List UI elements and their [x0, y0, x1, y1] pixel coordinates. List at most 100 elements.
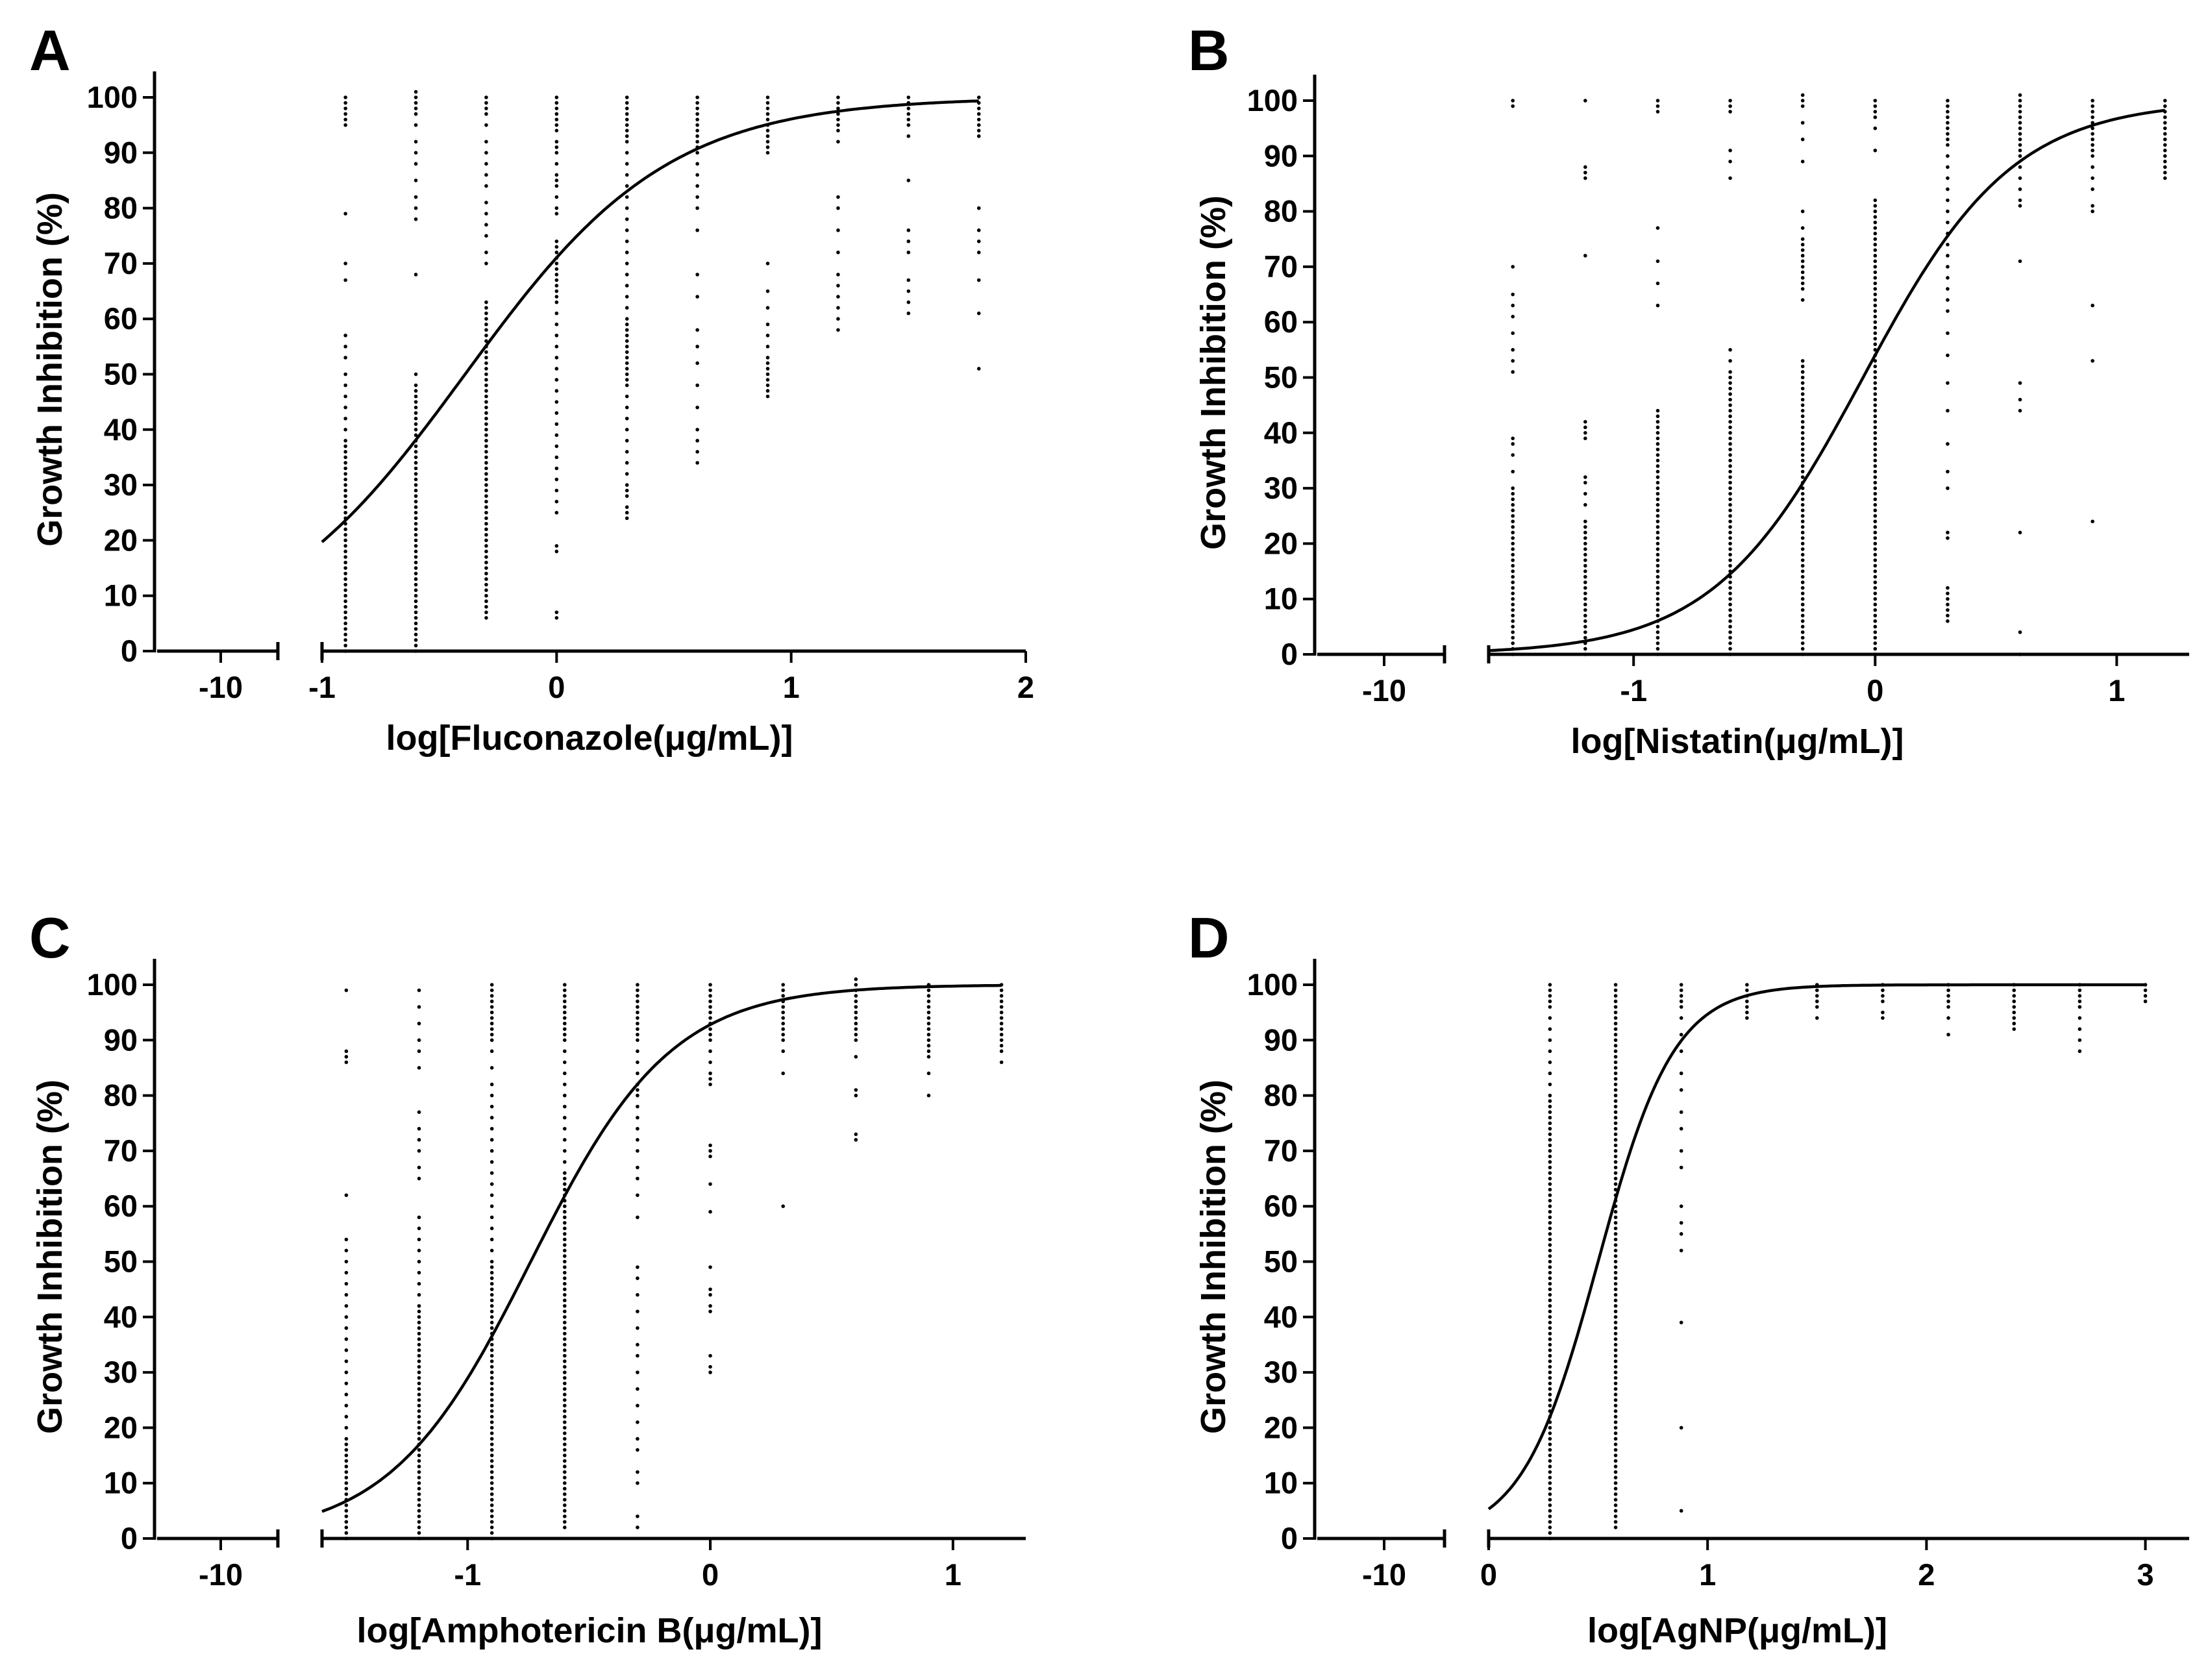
- data-point: [1745, 983, 1749, 987]
- data-point: [1745, 1016, 1749, 1020]
- data-point: [625, 140, 629, 144]
- data-point: [417, 1426, 421, 1430]
- data-point: [781, 1021, 786, 1026]
- data-point: [1873, 436, 1878, 441]
- data-point: [836, 328, 840, 332]
- data-point: [1679, 994, 1683, 998]
- data-point: [1728, 348, 1732, 352]
- data-point: [1548, 1232, 1552, 1236]
- data-point: [1656, 469, 1660, 474]
- data-point: [417, 1326, 421, 1330]
- data-point: [625, 356, 629, 360]
- data-point: [562, 1160, 567, 1164]
- data-point: [484, 405, 488, 410]
- data-point: [1946, 209, 1950, 214]
- data-point: [708, 1071, 712, 1076]
- data-point: [1548, 1226, 1552, 1231]
- data-point: [1946, 994, 1950, 998]
- data-point: [562, 1453, 567, 1457]
- data-point: [490, 1403, 494, 1408]
- data-point: [1728, 392, 1732, 396]
- data-point: [1613, 1082, 1618, 1087]
- data-point: [562, 1370, 567, 1374]
- x-tick-label: -10: [199, 670, 243, 704]
- data-point: [1873, 364, 1878, 369]
- data-point: [1583, 624, 1587, 629]
- data-point: [1728, 469, 1732, 474]
- data-point: [836, 206, 840, 210]
- data-point: [414, 505, 418, 510]
- data-point: [1881, 994, 1885, 998]
- data-point: [414, 455, 418, 460]
- data-point: [1800, 552, 1805, 557]
- y-tick-label: 30: [1264, 471, 1298, 505]
- data-point: [562, 1381, 567, 1385]
- data-point: [417, 1342, 421, 1347]
- data-point: [1800, 248, 1805, 253]
- data-point: [490, 1066, 494, 1070]
- data-point: [1800, 591, 1805, 595]
- data-point: [765, 306, 770, 310]
- data-point: [414, 571, 418, 576]
- data-point: [1613, 1187, 1618, 1192]
- data-point: [417, 1320, 421, 1325]
- data-point: [490, 1387, 494, 1391]
- data-point: [490, 1115, 494, 1120]
- data-point: [1583, 552, 1587, 557]
- data-point: [562, 1027, 567, 1031]
- data-point: [343, 405, 347, 410]
- data-point: [1548, 1315, 1552, 1319]
- data-point: [554, 95, 559, 99]
- data-point: [1800, 397, 1805, 402]
- data-point: [625, 383, 629, 388]
- data-point: [1873, 99, 1878, 103]
- data-point: [490, 1526, 494, 1529]
- data-point: [1873, 270, 1878, 275]
- data-point: [1511, 104, 1515, 108]
- data-point: [1548, 988, 1552, 993]
- data-point: [484, 477, 488, 482]
- data-point: [417, 1292, 421, 1297]
- data-point: [1800, 458, 1805, 463]
- data-point: [414, 616, 418, 620]
- data-point: [490, 1182, 494, 1186]
- data-point: [926, 999, 931, 1004]
- data-point: [854, 1016, 858, 1020]
- data-point: [484, 538, 488, 543]
- data-point: [836, 251, 840, 254]
- data-point: [1613, 1326, 1618, 1330]
- data-point: [708, 1077, 712, 1081]
- data-point: [562, 1437, 567, 1441]
- data-point: [1511, 513, 1515, 518]
- data-point: [1548, 1110, 1552, 1114]
- data-point: [1873, 502, 1878, 507]
- data-point: [2012, 988, 2016, 993]
- data-point: [484, 610, 488, 615]
- data-point: [490, 1498, 494, 1502]
- data-point: [484, 106, 488, 110]
- data-point: [1873, 359, 1878, 363]
- data-point: [1800, 99, 1805, 103]
- data-point: [562, 1487, 567, 1491]
- data-point: [1613, 1403, 1618, 1408]
- data-point: [562, 1287, 567, 1291]
- data-point: [1656, 580, 1660, 584]
- data-point: [554, 151, 559, 155]
- data-point: [343, 566, 347, 570]
- data-point: [490, 1442, 494, 1446]
- data-point: [1873, 265, 1878, 269]
- data-point: [1728, 176, 1732, 180]
- y-tick-label: 70: [104, 246, 138, 280]
- data-point: [484, 582, 488, 587]
- data-point: [1613, 1448, 1618, 1452]
- data-point: [1548, 1431, 1552, 1435]
- data-point: [490, 1531, 494, 1535]
- data-point: [414, 477, 418, 482]
- data-point: [1946, 137, 1950, 142]
- data-point: [1800, 93, 1805, 97]
- data-point: [417, 1514, 421, 1518]
- data-point: [1800, 497, 1805, 501]
- data-point: [344, 1270, 349, 1275]
- data-point: [490, 1370, 494, 1374]
- data-point: [636, 1010, 639, 1015]
